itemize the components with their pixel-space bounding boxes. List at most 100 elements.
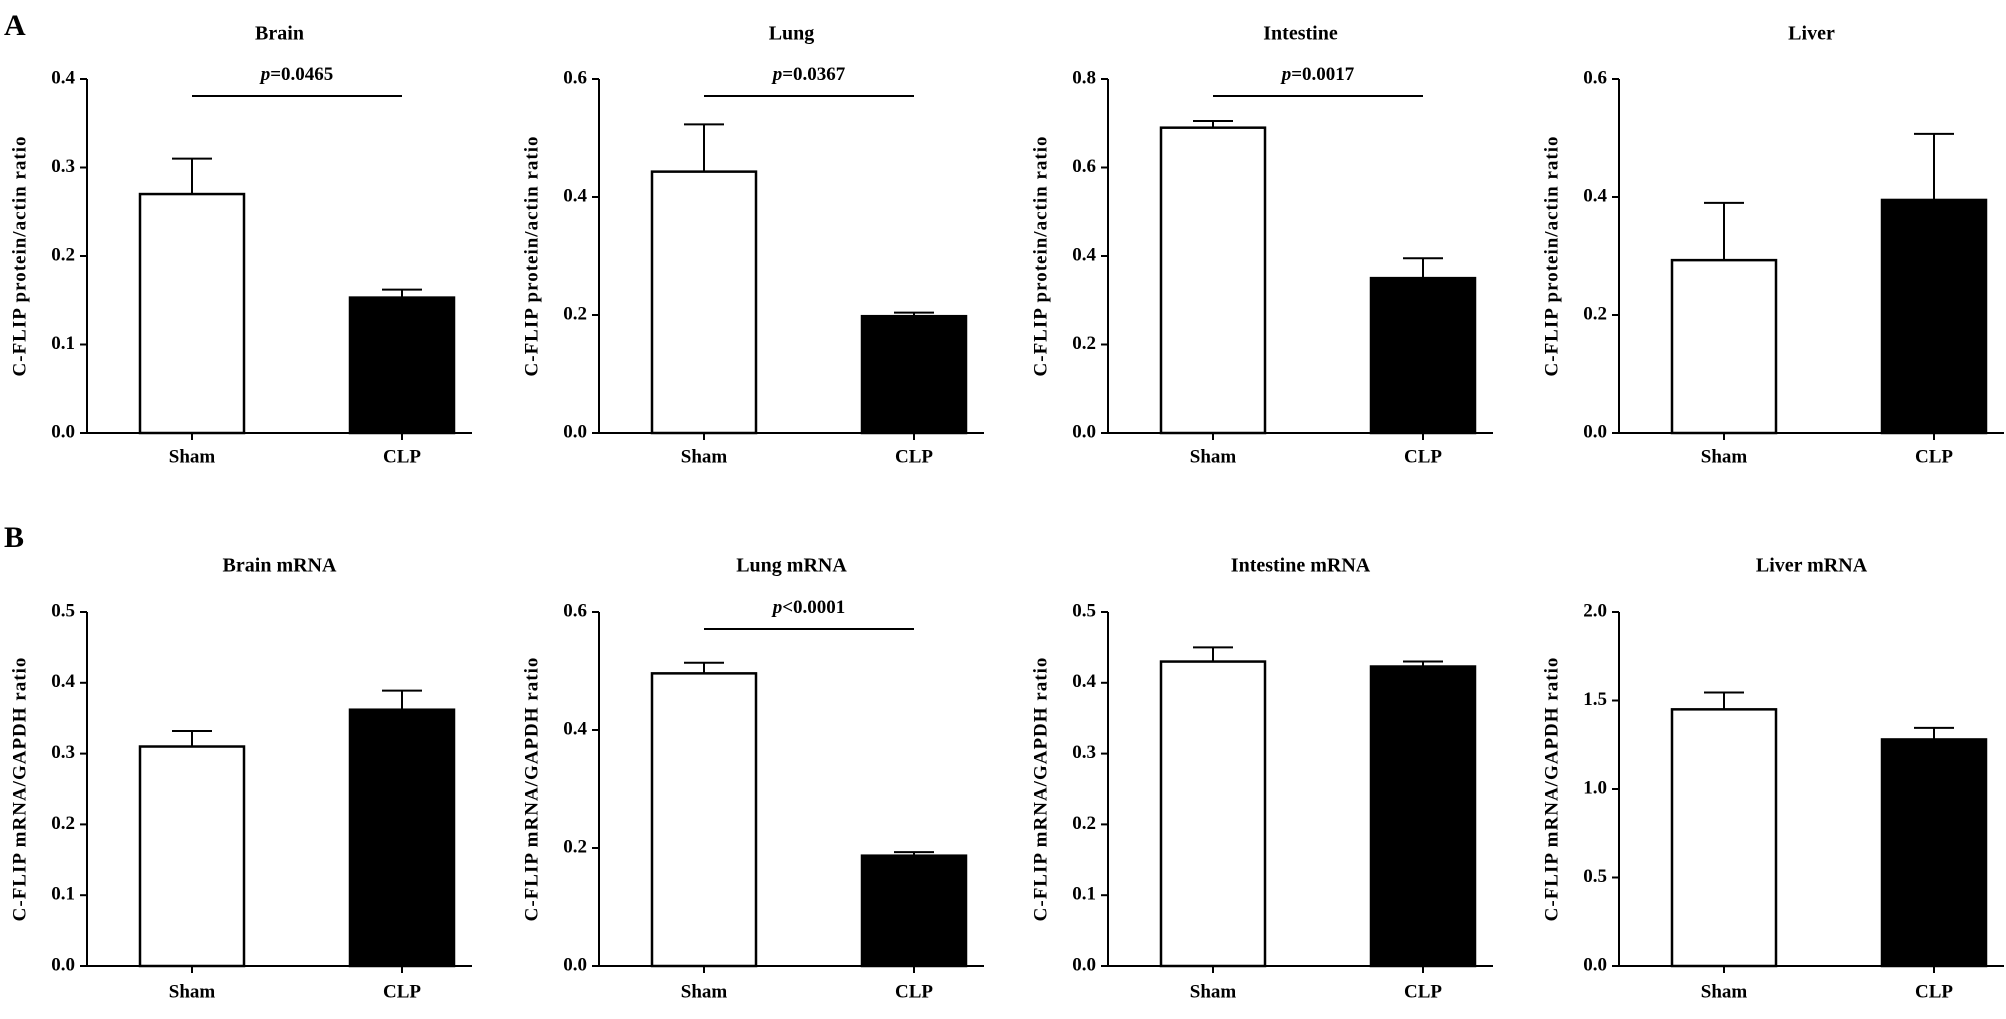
y-tick-label: 0.4 xyxy=(51,671,75,692)
y-tick-label: 0.5 xyxy=(51,600,75,621)
x-tick-label: CLP xyxy=(1915,446,1953,467)
p-value: p<0.0001 xyxy=(771,597,846,618)
y-tick-label: 0.0 xyxy=(1072,421,1096,442)
y-tick-label: 0.6 xyxy=(1583,67,1607,88)
y-tick-label: 0.0 xyxy=(51,954,75,975)
chart-title: Brain mRNA xyxy=(223,555,337,577)
y-tick-label: 0.5 xyxy=(1072,600,1096,621)
x-tick-label: CLP xyxy=(1404,981,1442,1002)
y-tick-label: 0.8 xyxy=(1072,67,1096,88)
chart-title: Brain xyxy=(255,23,304,45)
bar xyxy=(1369,276,1477,435)
p-text: <0.0001 xyxy=(782,597,845,618)
y-axis-label: C-FLIP mRNA/GAPDH ratio xyxy=(521,657,542,922)
bar xyxy=(1670,258,1778,435)
y-tick-label: 2.0 xyxy=(1583,600,1607,621)
panel-label: A xyxy=(4,9,26,42)
p-value: p=0.0367 xyxy=(771,64,846,85)
y-tick-label: 0.4 xyxy=(1583,185,1607,206)
y-axis-label: C-FLIP mRNA/GAPDH ratio xyxy=(1030,657,1051,922)
y-tick-label: 0.0 xyxy=(563,421,587,442)
p-symbol: p xyxy=(259,64,271,85)
y-tick-label: 0.6 xyxy=(563,67,587,88)
bar xyxy=(138,192,246,435)
bar xyxy=(860,314,968,435)
chart-title: Lung xyxy=(769,23,815,45)
bar xyxy=(650,170,758,435)
bar xyxy=(860,854,968,968)
bar xyxy=(1159,126,1267,435)
chart-title: Liver mRNA xyxy=(1756,555,1868,577)
chart-title: Intestine xyxy=(1263,23,1338,45)
y-axis-label: C-FLIP mRNA/GAPDH ratio xyxy=(9,657,30,922)
x-tick-label: CLP xyxy=(383,981,421,1002)
p-text: =0.0017 xyxy=(1291,64,1355,85)
y-tick-label: 0.6 xyxy=(1072,156,1096,177)
bar xyxy=(1880,738,1988,968)
y-tick-label: 0.4 xyxy=(1072,244,1096,265)
y-tick-label: 0.1 xyxy=(51,884,75,905)
y-tick-label: 0.2 xyxy=(1072,333,1096,354)
y-axis-label: C-FLIP protein/actin ratio xyxy=(521,136,542,377)
x-tick-label: Sham xyxy=(1701,446,1748,467)
x-tick-label: CLP xyxy=(895,981,933,1002)
x-tick-label: Sham xyxy=(681,446,728,467)
y-tick-label: 0.2 xyxy=(51,244,75,265)
x-tick-label: CLP xyxy=(1404,446,1442,467)
y-tick-label: 0.0 xyxy=(1583,954,1607,975)
p-value: p=0.0017 xyxy=(1280,64,1355,85)
p-text: =0.0465 xyxy=(270,64,333,85)
y-tick-label: 0.3 xyxy=(1072,742,1096,763)
bar xyxy=(348,296,456,435)
chart-title: Lung mRNA xyxy=(736,555,847,577)
y-tick-label: 0.2 xyxy=(563,303,587,324)
x-tick-label: CLP xyxy=(1915,981,1953,1002)
x-tick-label: Sham xyxy=(1701,981,1748,1002)
bar xyxy=(1369,665,1477,968)
chart-title: Intestine mRNA xyxy=(1231,555,1371,577)
bar xyxy=(1159,660,1267,968)
y-tick-label: 0.2 xyxy=(563,836,587,857)
chart-title: Liver xyxy=(1788,23,1835,45)
y-tick-label: 0.0 xyxy=(563,954,587,975)
y-tick-label: 1.0 xyxy=(1583,777,1607,798)
bar xyxy=(1880,198,1988,435)
y-tick-label: 1.5 xyxy=(1583,689,1607,710)
y-tick-label: 0.4 xyxy=(563,185,587,206)
y-axis-label: C-FLIP protein/actin ratio xyxy=(1030,136,1051,377)
y-axis-label: C-FLIP protein/actin ratio xyxy=(1541,136,1562,377)
y-tick-label: 0.2 xyxy=(1583,303,1607,324)
panel-label: B xyxy=(4,521,24,554)
bar xyxy=(1670,708,1778,968)
bar xyxy=(650,672,758,968)
y-tick-label: 0.2 xyxy=(51,813,75,834)
y-tick-label: 0.3 xyxy=(51,742,75,763)
y-tick-label: 0.2 xyxy=(1072,813,1096,834)
y-axis-label: C-FLIP mRNA/GAPDH ratio xyxy=(1541,657,1562,922)
y-tick-label: 0.1 xyxy=(1072,884,1096,905)
x-tick-label: Sham xyxy=(169,446,216,467)
p-symbol: p xyxy=(1280,64,1292,85)
y-tick-label: 0.3 xyxy=(51,156,75,177)
p-value: p=0.0465 xyxy=(259,64,334,85)
y-tick-label: 0.0 xyxy=(1583,421,1607,442)
x-tick-label: Sham xyxy=(1190,446,1237,467)
x-tick-label: Sham xyxy=(681,981,728,1002)
x-tick-label: CLP xyxy=(383,446,421,467)
y-tick-label: 0.5 xyxy=(1583,866,1607,887)
x-tick-label: Sham xyxy=(1190,981,1237,1002)
p-symbol: p xyxy=(771,597,783,618)
y-tick-label: 0.0 xyxy=(1072,954,1096,975)
y-tick-label: 0.4 xyxy=(563,718,587,739)
bar xyxy=(348,708,456,968)
y-tick-label: 0.0 xyxy=(51,421,75,442)
p-symbol: p xyxy=(771,64,783,85)
y-tick-label: 0.1 xyxy=(51,333,75,354)
x-tick-label: CLP xyxy=(895,446,933,467)
y-tick-label: 0.4 xyxy=(1072,671,1096,692)
bar xyxy=(138,745,246,968)
y-tick-label: 0.4 xyxy=(51,67,75,88)
x-tick-label: Sham xyxy=(169,981,216,1002)
